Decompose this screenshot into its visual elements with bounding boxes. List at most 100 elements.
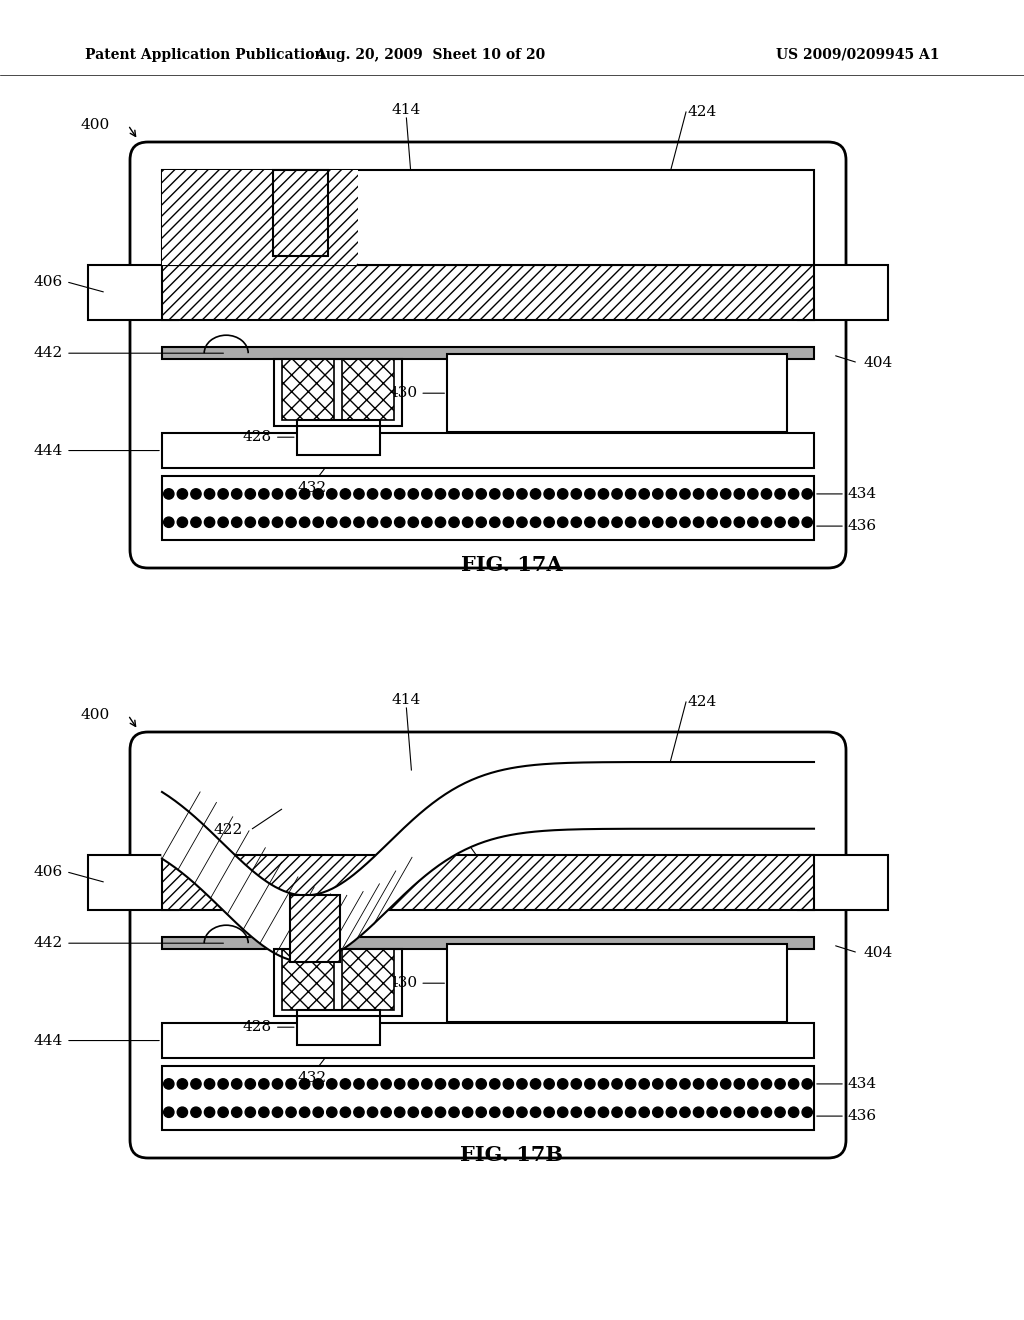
Circle shape bbox=[299, 488, 310, 499]
Circle shape bbox=[693, 488, 703, 499]
Bar bbox=[447, 354, 787, 432]
Circle shape bbox=[476, 488, 486, 499]
Text: 430: 430 bbox=[388, 387, 417, 400]
Circle shape bbox=[340, 517, 350, 528]
Circle shape bbox=[177, 517, 187, 528]
Circle shape bbox=[409, 488, 419, 499]
Text: 436: 436 bbox=[848, 1109, 878, 1123]
Circle shape bbox=[639, 517, 649, 528]
Circle shape bbox=[530, 517, 541, 528]
Text: 414: 414 bbox=[392, 103, 421, 117]
Circle shape bbox=[761, 517, 772, 528]
Circle shape bbox=[585, 1107, 595, 1118]
Circle shape bbox=[463, 488, 473, 499]
Circle shape bbox=[435, 517, 445, 528]
Circle shape bbox=[585, 517, 595, 528]
Text: 432: 432 bbox=[298, 480, 327, 495]
Circle shape bbox=[299, 517, 310, 528]
Text: 422: 422 bbox=[214, 824, 244, 837]
Circle shape bbox=[598, 488, 608, 499]
Circle shape bbox=[218, 488, 228, 499]
Text: 414: 414 bbox=[392, 693, 421, 708]
Circle shape bbox=[245, 488, 255, 499]
Bar bbox=[283, 359, 335, 420]
Circle shape bbox=[612, 517, 623, 528]
Circle shape bbox=[557, 488, 568, 499]
Circle shape bbox=[259, 1078, 269, 1089]
Circle shape bbox=[409, 1107, 419, 1118]
FancyBboxPatch shape bbox=[130, 143, 846, 568]
Circle shape bbox=[177, 1078, 187, 1089]
Bar bbox=[283, 949, 335, 1010]
Circle shape bbox=[218, 517, 228, 528]
Circle shape bbox=[259, 517, 269, 528]
Bar bbox=[798, 265, 888, 319]
Circle shape bbox=[394, 1107, 404, 1118]
Circle shape bbox=[517, 1078, 527, 1089]
Circle shape bbox=[205, 488, 215, 499]
Text: 434: 434 bbox=[848, 1077, 878, 1090]
Circle shape bbox=[368, 488, 378, 499]
Circle shape bbox=[245, 1107, 255, 1118]
Circle shape bbox=[489, 1107, 500, 1118]
Text: 434: 434 bbox=[848, 487, 878, 500]
Circle shape bbox=[327, 488, 337, 499]
Circle shape bbox=[245, 1078, 255, 1089]
Text: 424: 424 bbox=[688, 106, 717, 119]
Text: 428: 428 bbox=[243, 430, 271, 445]
Text: 404: 404 bbox=[863, 946, 892, 960]
Bar bbox=[162, 1067, 814, 1130]
Text: 430: 430 bbox=[388, 977, 417, 990]
Circle shape bbox=[667, 1078, 677, 1089]
Circle shape bbox=[231, 1078, 242, 1089]
Circle shape bbox=[177, 1107, 187, 1118]
Circle shape bbox=[286, 488, 296, 499]
Circle shape bbox=[802, 1078, 812, 1089]
Text: 406: 406 bbox=[34, 275, 63, 289]
Bar bbox=[274, 359, 402, 425]
Text: 424: 424 bbox=[688, 696, 717, 709]
Circle shape bbox=[299, 1107, 310, 1118]
Circle shape bbox=[802, 488, 812, 499]
Circle shape bbox=[626, 1078, 636, 1089]
Circle shape bbox=[164, 517, 174, 528]
Circle shape bbox=[231, 488, 242, 499]
Circle shape bbox=[381, 517, 391, 528]
Circle shape bbox=[463, 1107, 473, 1118]
Text: 444: 444 bbox=[34, 1034, 63, 1048]
Circle shape bbox=[544, 1107, 554, 1118]
Circle shape bbox=[340, 1107, 350, 1118]
Circle shape bbox=[680, 517, 690, 528]
Circle shape bbox=[585, 488, 595, 499]
Circle shape bbox=[788, 488, 799, 499]
Text: 400: 400 bbox=[81, 117, 110, 132]
Text: 406: 406 bbox=[34, 865, 63, 879]
Circle shape bbox=[313, 517, 324, 528]
Circle shape bbox=[734, 1107, 744, 1118]
Circle shape bbox=[626, 488, 636, 499]
Circle shape bbox=[557, 1107, 568, 1118]
Bar bbox=[342, 949, 394, 1010]
Circle shape bbox=[639, 488, 649, 499]
Circle shape bbox=[530, 1107, 541, 1118]
Circle shape bbox=[435, 1078, 445, 1089]
Circle shape bbox=[394, 488, 404, 499]
Bar bbox=[297, 420, 380, 455]
Circle shape bbox=[652, 1107, 663, 1118]
Bar bbox=[162, 265, 814, 319]
Circle shape bbox=[707, 517, 717, 528]
Bar bbox=[447, 944, 787, 1022]
Circle shape bbox=[612, 1078, 623, 1089]
Circle shape bbox=[272, 488, 283, 499]
Circle shape bbox=[517, 517, 527, 528]
Circle shape bbox=[748, 1078, 758, 1089]
Circle shape bbox=[693, 1078, 703, 1089]
Circle shape bbox=[354, 488, 365, 499]
Circle shape bbox=[381, 488, 391, 499]
Circle shape bbox=[557, 1078, 568, 1089]
Text: 404: 404 bbox=[863, 356, 892, 370]
Text: 432: 432 bbox=[298, 1071, 327, 1085]
Circle shape bbox=[503, 1078, 514, 1089]
Circle shape bbox=[503, 517, 514, 528]
Circle shape bbox=[164, 488, 174, 499]
